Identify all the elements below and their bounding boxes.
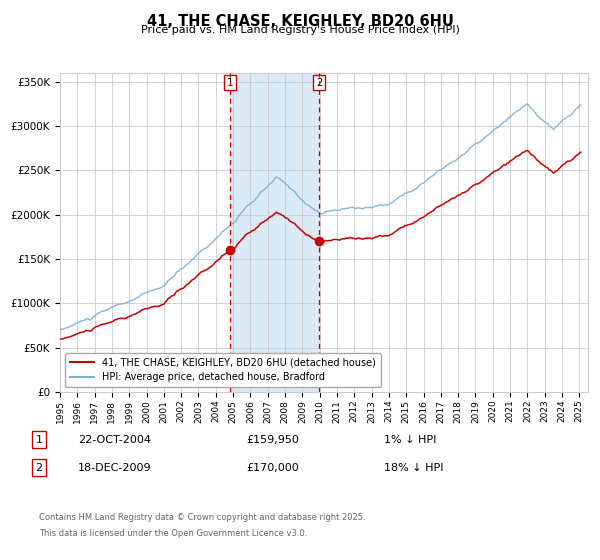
Text: This data is licensed under the Open Government Licence v3.0.: This data is licensed under the Open Gov… (39, 529, 307, 538)
Text: 22-OCT-2004: 22-OCT-2004 (78, 435, 151, 445)
Text: 18% ↓ HPI: 18% ↓ HPI (384, 463, 443, 473)
Text: £159,950: £159,950 (246, 435, 299, 445)
Text: £170,000: £170,000 (246, 463, 299, 473)
Text: 2: 2 (316, 78, 322, 87)
Text: Price paid vs. HM Land Registry's House Price Index (HPI): Price paid vs. HM Land Registry's House … (140, 25, 460, 35)
Text: 1% ↓ HPI: 1% ↓ HPI (384, 435, 436, 445)
Text: 2: 2 (35, 463, 43, 473)
Bar (230, 73, 319, 392)
Text: 18-DEC-2009: 18-DEC-2009 (78, 463, 152, 473)
Text: 41, THE CHASE, KEIGHLEY, BD20 6HU: 41, THE CHASE, KEIGHLEY, BD20 6HU (146, 14, 454, 29)
Text: 1: 1 (227, 78, 233, 87)
Text: Contains HM Land Registry data © Crown copyright and database right 2025.: Contains HM Land Registry data © Crown c… (39, 514, 365, 522)
Legend: 41, THE CHASE, KEIGHLEY, BD20 6HU (detached house), HPI: Average price, detached: 41, THE CHASE, KEIGHLEY, BD20 6HU (detac… (65, 353, 380, 387)
Text: 1: 1 (35, 435, 43, 445)
